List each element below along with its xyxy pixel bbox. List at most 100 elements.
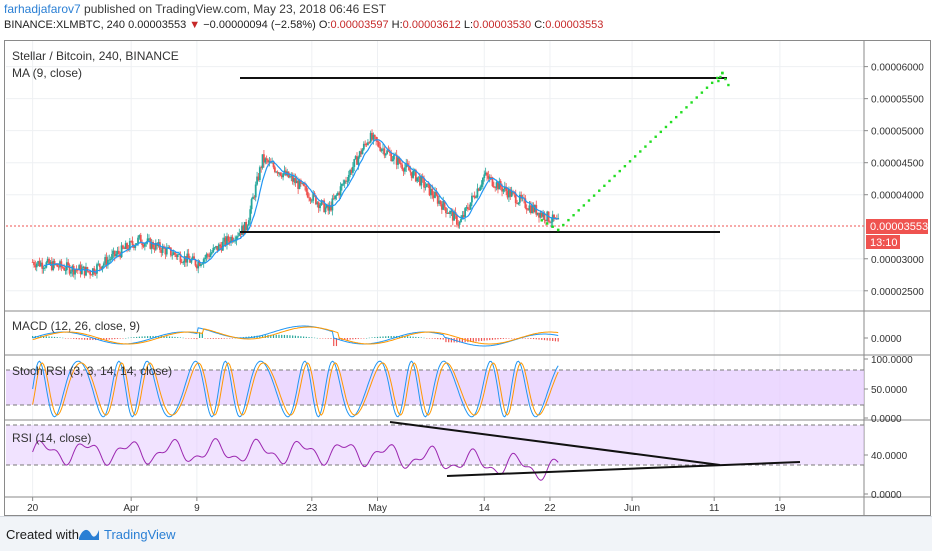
candle-body	[293, 178, 295, 182]
macd-bar	[207, 338, 209, 339]
projection-dot	[613, 174, 616, 178]
price-tick-label: 0.00003000	[871, 255, 924, 266]
candle-body	[380, 149, 383, 151]
candle-body	[223, 237, 226, 242]
candle-body	[408, 165, 410, 171]
macd-bar	[415, 336, 417, 338]
macd-bar	[92, 338, 94, 341]
candle-body	[204, 257, 206, 260]
macd-bar	[209, 338, 212, 339]
candle-body	[357, 157, 360, 165]
candle-body	[393, 155, 395, 160]
candle-body	[455, 214, 458, 225]
candle-body	[64, 270, 67, 271]
candle-body	[351, 166, 354, 173]
candle-body	[391, 159, 394, 162]
candle-body	[250, 199, 253, 210]
candle-body	[356, 156, 358, 165]
macd-bar	[116, 338, 119, 339]
projection-dot	[659, 130, 663, 134]
macd-bar	[480, 338, 483, 341]
candle-body	[492, 186, 495, 188]
candle-body	[399, 162, 402, 165]
candle-body	[135, 243, 138, 246]
candle-body	[124, 243, 127, 250]
candle-body	[343, 180, 346, 184]
author-link[interactable]: farhadjafarov7	[4, 2, 81, 16]
candle-body	[172, 252, 175, 255]
candle-body	[535, 205, 538, 215]
candle-body	[513, 192, 516, 194]
candle-body	[379, 146, 382, 151]
macd-bar	[475, 338, 477, 342]
macd-bar	[261, 335, 264, 338]
macd-bar	[308, 337, 310, 338]
candle-body	[282, 173, 284, 178]
candle-body	[324, 207, 327, 213]
candle-body	[345, 180, 347, 182]
rsi-ascending-trendline[interactable]	[446, 461, 801, 477]
projection-dot	[705, 86, 709, 89]
candle-body	[41, 262, 44, 269]
candlesticks[interactable]	[31, 129, 560, 280]
candle-body	[280, 175, 283, 178]
candle-body	[372, 134, 375, 140]
candle-body	[510, 191, 513, 197]
macd-bar	[486, 338, 488, 341]
candle-body	[279, 172, 282, 176]
macd-bar	[541, 338, 543, 340]
projection-path[interactable]	[540, 71, 730, 232]
macd-bar	[138, 336, 140, 338]
candle-body	[384, 153, 387, 156]
candle-body	[201, 263, 204, 265]
macd-bar	[125, 337, 127, 339]
candle-body	[267, 159, 269, 163]
macd-bar	[530, 338, 532, 339]
candle-body	[52, 260, 55, 271]
macd-bar	[431, 338, 433, 339]
macd-bar	[535, 338, 537, 340]
candle-body	[327, 204, 330, 211]
price-axis[interactable]: 0.00006000 0.00005500 0.00005000 0.00004500…	[864, 63, 924, 501]
projection-dot	[562, 223, 565, 227]
chart-canvas[interactable]: Stellar / Bitcoin, 240, BINANCE MA (9, c…	[0, 0, 932, 516]
candle-body	[309, 198, 312, 201]
macd-bar	[491, 338, 494, 340]
candle-body	[100, 266, 102, 270]
candle-body	[427, 183, 430, 185]
time-tick-label: 9	[194, 503, 200, 514]
candle-body	[436, 195, 439, 204]
time-tick-label: May	[368, 503, 387, 514]
macd-bar	[521, 338, 524, 339]
macd-bar	[409, 336, 411, 338]
macd-bar	[516, 338, 518, 339]
candle-body	[37, 261, 40, 264]
candle-body	[508, 189, 510, 198]
candle-body	[469, 202, 472, 210]
macd-bar	[385, 336, 387, 338]
time-tick-label: 19	[774, 503, 786, 514]
candle-body	[128, 241, 131, 250]
time-axis[interactable]: 20 Apr 9 23 May 14 22 Jun 11 19	[27, 497, 786, 514]
candle-body	[130, 241, 133, 242]
candle-body	[263, 154, 265, 163]
tradingview-logo-icon	[79, 529, 99, 540]
candle-body	[253, 196, 256, 198]
candle-body	[490, 177, 493, 178]
candle-body	[141, 243, 144, 245]
macd-bar	[196, 338, 198, 340]
candle-body	[179, 254, 182, 263]
macd-bar	[42, 336, 45, 338]
candle-body	[164, 248, 167, 255]
projection-dot	[700, 91, 704, 94]
rsi-descending-trendline[interactable]	[389, 421, 721, 466]
candle-body	[122, 245, 124, 249]
projection-dot	[649, 140, 652, 143]
macd-bar	[305, 336, 307, 338]
macd-bar	[450, 338, 453, 343]
candle-body	[63, 267, 66, 271]
candle-body	[97, 263, 100, 265]
candle-body	[34, 265, 37, 268]
candle-body	[78, 265, 81, 270]
tradingview-brand-link[interactable]: TradingView	[104, 527, 176, 542]
